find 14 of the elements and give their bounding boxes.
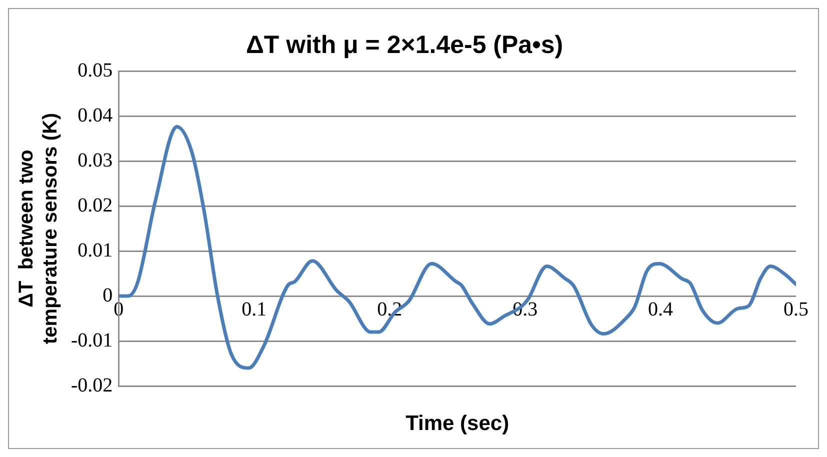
x-tick-label: 0.5 <box>784 298 808 320</box>
y-axis-title: ΔT between two temperature sensors (K) <box>16 112 62 344</box>
y-tick-label: 0.03 <box>78 149 113 172</box>
y-tick-label: 0.05 <box>78 59 113 82</box>
y-tick-label: 0 <box>102 284 113 306</box>
y-tick-label: -0.01 <box>70 329 113 352</box>
chart-title: ΔT with μ = 2×1.4e-5 (Pa•s) <box>246 30 564 59</box>
y-tick-label: 0.02 <box>78 194 113 216</box>
y-tick-label: -0.02 <box>70 374 113 396</box>
y-tick-label: 0.01 <box>78 239 113 262</box>
x-tick-label: 0.1 <box>242 298 267 320</box>
x-tick-label: 0.4 <box>648 298 674 320</box>
y-tick-label: 0.04 <box>78 104 113 126</box>
x-axis-title: Time (sec) <box>406 412 510 435</box>
